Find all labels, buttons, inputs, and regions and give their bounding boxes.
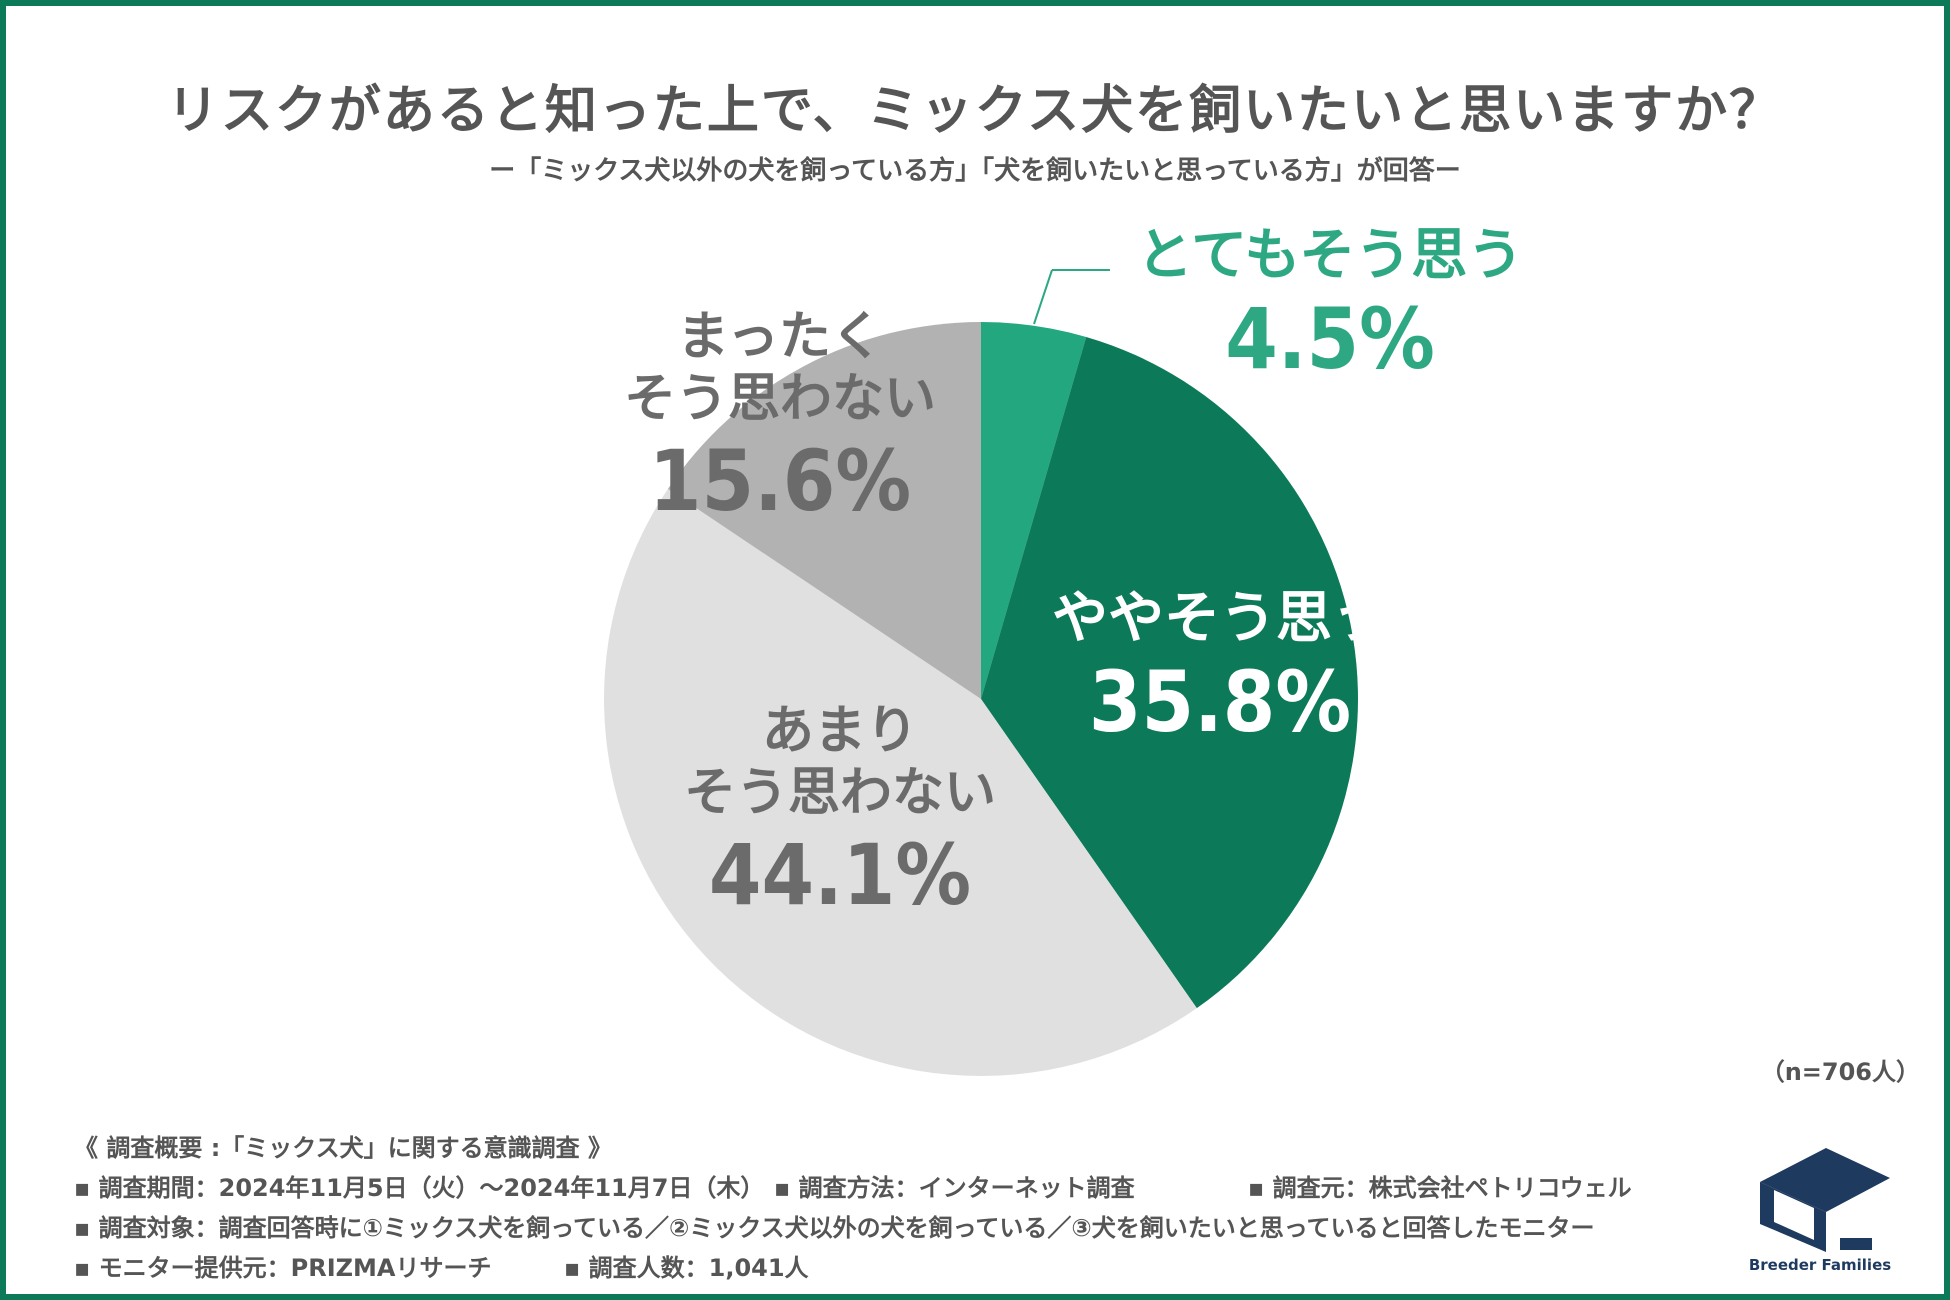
brand-logo — [1760, 1148, 1890, 1252]
sample-size: （n=706人） — [1760, 1058, 1920, 1086]
slice-label-3: まったく そう思わない 15.6% — [580, 306, 980, 532]
chart-title: リスクがあると知った上で、ミックス犬を飼いたいと思いますか？ — [166, 81, 1784, 141]
slice-label-1-line-0: ややそう思う — [1052, 586, 1388, 651]
slice-label-2: あまり そう思わない 44.1% — [640, 700, 1040, 926]
overview-heading: 《 調査概要 :「ミックス犬」に関する意識調査 》 — [74, 1134, 612, 1162]
overview-method: 調査方法：インターネット調査 — [774, 1168, 1135, 1208]
overview-source: 調査元：株式会社ペトリコウェル — [1248, 1168, 1632, 1208]
slice-label-2-line-0: あまり — [761, 701, 918, 761]
overview-provider: モニター提供元：PRIZMAリサーチ — [74, 1248, 492, 1288]
pie-slice-2 — [604, 489, 1197, 1076]
slice-percent-3: 15.6% — [648, 431, 912, 530]
slice-label-3-line-1: そう思わない — [623, 369, 936, 430]
overview-period: 調査期間：2024年11月5日（火）〜2024年11月7日（木） — [74, 1168, 765, 1208]
slice-percent-2: 44.1% — [708, 825, 972, 924]
overview-target: 調査対象：調査回答時に①ミックス犬を飼っている／②ミックス犬以外の犬を飼っている… — [74, 1208, 1595, 1248]
overview-count: 調査人数：1,041人 — [564, 1248, 809, 1288]
pie-slices — [604, 322, 1358, 1076]
survey-overview: 《 調査概要 :「ミックス犬」に関する意識調査 》 調査期間：2024年11月5… — [74, 1128, 1632, 1288]
chart-subtitle: ー「ミックス犬以外の犬を飼っている方」「犬を飼いたいと思っている方」が回答ー — [489, 156, 1461, 186]
pie-slice-1 — [981, 336, 1358, 1009]
slice-label-2-line-1: そう思わない — [683, 763, 996, 824]
slice-label-3-line-0: まったく — [677, 307, 883, 367]
pie-slice-3 — [667, 322, 981, 699]
slice-label-0-line-0: とてもそう思う — [1136, 223, 1524, 288]
pie-slice-0 — [981, 322, 1087, 699]
slice-percent-1: 35.8% — [1088, 653, 1352, 752]
slice-label-1: ややそう思う 35.8% — [1020, 585, 1420, 753]
brand-name: Breeder Families — [1748, 1256, 1892, 1274]
slice-percent-0: 4.5% — [1225, 290, 1435, 389]
leader-line-slice-0 — [1033, 269, 1053, 325]
slice-label-0: とてもそう思う 4.5% — [1120, 222, 1540, 390]
